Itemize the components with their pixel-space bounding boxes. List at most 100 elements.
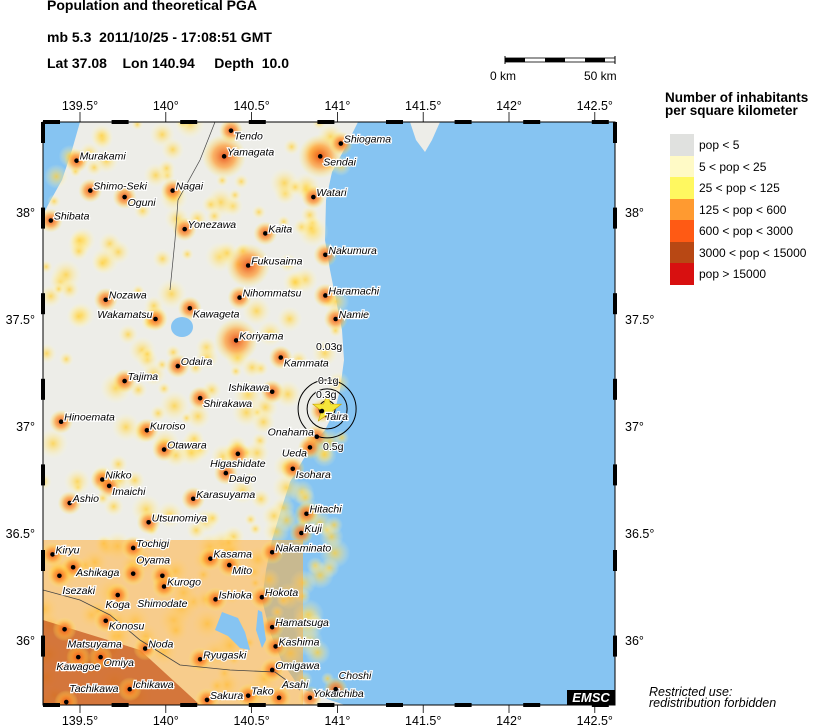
city-dot [170, 188, 175, 193]
city-label: Nikko [105, 470, 131, 482]
legend-item: pop < 5 [670, 134, 739, 156]
scale-end-label: 50 km [584, 69, 617, 83]
city-marker: Karasuyama [190, 488, 257, 502]
city-dot [221, 154, 227, 159]
city-label: Konosu [109, 621, 145, 633]
city-label: Kasama [213, 549, 252, 561]
city-marker: Koga [104, 592, 131, 612]
city-dot [103, 297, 109, 303]
city-marker: Imaichi [106, 483, 147, 499]
lake-inawashiro [171, 317, 193, 337]
emsc-logo-text: EMSC [572, 690, 610, 705]
city-marker: Kuroiso [144, 419, 187, 433]
density-blob [307, 614, 324, 631]
lake-kitaura [256, 610, 266, 648]
city-marker: Kashima [273, 635, 321, 650]
city-label: Hamatsuga [275, 617, 329, 629]
density-blob [244, 513, 258, 526]
density-blob [43, 343, 57, 364]
legend-item: 3000 < pop < 15000 [670, 241, 806, 264]
city-marker: Tako [245, 684, 275, 699]
legend-swatch [670, 134, 694, 156]
city-dot [98, 654, 103, 660]
density-blob [43, 473, 52, 490]
city-marker: Murakami [74, 149, 128, 164]
density-blob [59, 279, 80, 300]
city-label: Kawagoe [56, 661, 100, 673]
legend-swatch [670, 198, 694, 221]
city-marker: Daigo [223, 470, 258, 486]
city-label: Kurogo [167, 577, 201, 589]
scale-bar [504, 56, 616, 64]
lon-tick-label-bottom: 141° [324, 714, 350, 726]
city-dot [130, 545, 136, 551]
lon-tick-label-bottom: 141.5° [405, 714, 441, 726]
city-dot [115, 592, 121, 598]
legend-label: pop > 15000 [699, 267, 767, 281]
map-title: Population and theoretical PGA [47, 0, 258, 13]
city-label: Wakamatsu [97, 309, 152, 321]
city-marker: Shimodate [136, 573, 189, 611]
city-dot [278, 355, 284, 360]
density-blob [69, 241, 89, 261]
density-blob [206, 208, 223, 225]
city-marker: Ishikawa [227, 381, 275, 395]
city-marker: Shibata [48, 209, 91, 224]
density-blob [156, 278, 187, 310]
city-dot [75, 654, 81, 660]
city-dot [223, 470, 229, 476]
density-blob [256, 319, 284, 347]
city-label: Shirakawa [203, 398, 252, 410]
density-blob [149, 404, 167, 422]
city-marker: Isezaki [57, 573, 97, 598]
density-blob [228, 188, 242, 202]
city-dot [311, 194, 316, 200]
city-marker: Nagai [170, 179, 205, 194]
lon-tick-label-top: 142° [496, 99, 522, 113]
city-label: Tochigi [136, 538, 170, 550]
pga-label: 0.03g [316, 341, 342, 353]
river-tone [43, 589, 301, 691]
density-blob [43, 428, 69, 459]
city-dot [333, 686, 338, 692]
city-dot [259, 594, 265, 600]
city-dot [333, 316, 338, 322]
lon-tick-label-top: 141° [324, 99, 350, 113]
city-dot [146, 520, 151, 525]
city-dot [182, 226, 187, 232]
city-label: Oyama [136, 555, 170, 567]
density-blob [283, 138, 300, 156]
density-blob [251, 409, 276, 435]
density-blob [325, 516, 343, 534]
lat-tick-label-left: 36° [16, 634, 35, 648]
legend-title: Number of inhabitants per square kilomet… [665, 91, 808, 118]
scale-start-label: 0 km [490, 69, 517, 83]
legend-label: 5 < pop < 25 [699, 159, 767, 174]
lat-tick-label-right: 37.5° [625, 313, 654, 327]
city-marker: Kammata [278, 355, 330, 371]
city-marker: Kiryu [50, 543, 81, 558]
city-label: Kuroiso [150, 420, 186, 432]
city-dot [122, 378, 127, 384]
prefecture-boundary [169, 122, 216, 291]
density-blob [278, 253, 298, 273]
event-magnitude-time: mb 5.3 2011/10/25 - 17:08:51 GMT [47, 29, 272, 45]
density-blob [261, 503, 287, 529]
city-dot [269, 624, 275, 630]
city-label: Ueda [282, 447, 307, 459]
density-blob [94, 148, 119, 174]
city-dot [161, 584, 167, 589]
city-marker: Tochigi [130, 537, 171, 551]
city-dot [233, 338, 239, 343]
city-label: Matsuyama [68, 638, 122, 650]
city-marker: Ashio [67, 492, 100, 506]
city-marker: Tendo [228, 128, 264, 144]
density-blob [244, 472, 257, 485]
city-marker: Odaira [175, 355, 214, 369]
lon-tick-label-bottom: 140.5° [233, 714, 269, 726]
city-label: Utsunomiya [152, 512, 208, 524]
city-marker: Omiya [98, 654, 135, 670]
city-layer: Murakami Shimo-Seki Oguni Shibata Nagai Yonez… [48, 128, 392, 705]
city-label: Fukusaima [251, 256, 303, 268]
legend-swatch [670, 177, 694, 199]
